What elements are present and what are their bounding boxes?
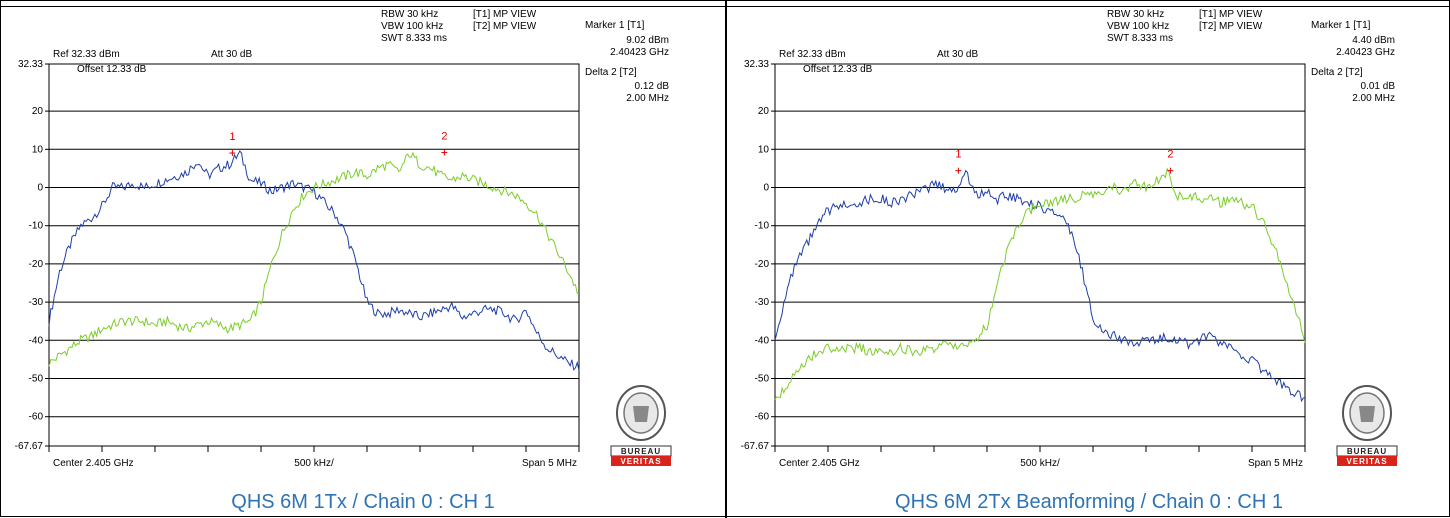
vbw-label: VBW 100 kHz: [381, 21, 443, 32]
attenuation-label: Att 30 dB: [937, 49, 978, 60]
y-tick-label: -60: [29, 412, 44, 423]
swt-label: SWT 8.333 ms: [1107, 33, 1173, 44]
y-tick-label: -60: [755, 412, 770, 423]
x-span-label: Span 5 MHz: [1248, 458, 1303, 469]
panel-divider: [725, 1, 727, 518]
rbw-label: RBW 30 kHz: [1107, 9, 1164, 20]
ref-level-label: Ref 32.33 dBm: [779, 49, 846, 60]
y-tick-label: 20: [32, 106, 44, 117]
y-tick-label: -67.67: [741, 441, 770, 452]
attenuation-label: Att 30 dB: [211, 49, 252, 60]
ref-level-label: Ref 32.33 dBm: [53, 49, 120, 60]
marker-label: 2: [1167, 149, 1173, 161]
delta2-title: Delta 2 [T2]: [1311, 67, 1363, 78]
delta2-level: 0.01 dB: [1361, 81, 1396, 92]
y-tick-label: -50: [755, 374, 770, 385]
delta2-title: Delta 2 [T2]: [585, 67, 637, 78]
marker-label: 2: [441, 131, 447, 143]
y-tick-label: 10: [32, 144, 44, 155]
marker1-level: 9.02 dBm: [626, 35, 669, 46]
delta2-frequency: 2.00 MHz: [626, 93, 669, 104]
marker1-level: 4.40 dBm: [1352, 35, 1395, 46]
trace-1-blue: [48, 150, 580, 371]
logo-band-bottom: [1337, 456, 1397, 466]
marker1-frequency: 2.40423 GHz: [1336, 47, 1395, 58]
seal-shield: [633, 406, 649, 422]
x-division-label: 500 kHz/: [1020, 458, 1060, 469]
marker-label: 1: [229, 131, 235, 143]
t1-mode-label: [T1] MP VIEW: [1199, 9, 1263, 20]
y-tick-label: 32.33: [18, 59, 43, 70]
trace-2-green: [48, 151, 580, 367]
t2-mode-label: [T2] MP VIEW: [1199, 21, 1263, 32]
trace-1-blue: [774, 169, 1306, 403]
vbw-label: VBW 100 kHz: [1107, 21, 1169, 32]
x-center-label: Center 2.405 GHz: [779, 458, 860, 469]
y-tick-label: -30: [755, 297, 770, 308]
x-center-label: Center 2.405 GHz: [53, 458, 134, 469]
offset-label: Offset 12.33 dB: [803, 64, 873, 75]
logo-text-bureau: BUREAU: [621, 447, 661, 456]
right-panel: RBW 30 kHz VBW 100 kHz SWT 8.333 ms [T1] MP…: [727, 8, 1450, 518]
plot-frame: [774, 63, 1306, 447]
y-tick-label: -10: [755, 221, 770, 232]
marker1-frequency: 2.40423 GHz: [610, 47, 669, 58]
rbw-label: RBW 30 kHz: [381, 9, 438, 20]
marker-label: 1: [955, 149, 961, 161]
y-tick-label: 20: [758, 106, 770, 117]
left-panel: RBW 30 kHz VBW 100 kHz SWT 8.333 ms [T1] MP…: [1, 8, 725, 518]
logo-band-bottom: [611, 456, 671, 466]
logo-text-veritas: VERITAS: [620, 457, 661, 466]
y-tick-label: -40: [29, 335, 44, 346]
offset-label: Offset 12.33 dB: [77, 64, 147, 75]
delta2-frequency: 2.00 MHz: [1352, 93, 1395, 104]
marker1-title: Marker 1 [T1]: [585, 20, 645, 31]
marker1-title: Marker 1 [T1]: [1311, 20, 1371, 31]
t1-mode-label: [T1] MP VIEW: [473, 9, 537, 20]
y-tick-label: 10: [758, 144, 770, 155]
y-tick-label: -40: [755, 335, 770, 346]
plot-frame: [48, 63, 580, 447]
y-tick-label: -30: [29, 297, 44, 308]
caption-2tx: QHS 6M 2Tx Beamforming / Chain 0 : CH 1: [895, 491, 1283, 513]
y-tick-label: -20: [29, 259, 44, 270]
y-tick-label: 0: [37, 183, 43, 194]
logo-text-veritas: VERITAS: [1346, 457, 1387, 466]
x-division-label: 500 kHz/: [294, 458, 334, 469]
delta2-level: 0.12 dB: [635, 81, 670, 92]
y-tick-label: -67.67: [15, 441, 44, 452]
seal-shield: [1359, 406, 1375, 422]
t2-mode-label: [T2] MP VIEW: [473, 21, 537, 32]
caption-1tx: QHS 6M 1Tx / Chain 0 : CH 1: [231, 491, 495, 513]
y-tick-label: 0: [763, 183, 769, 194]
x-span-label: Span 5 MHz: [522, 458, 577, 469]
trace-2-green: [774, 167, 1306, 400]
y-tick-label: -50: [29, 374, 44, 385]
y-tick-label: -10: [29, 221, 44, 232]
y-tick-label: 32.33: [744, 59, 769, 70]
logo-text-bureau: BUREAU: [1347, 447, 1387, 456]
y-tick-label: -20: [755, 259, 770, 270]
swt-label: SWT 8.333 ms: [381, 33, 447, 44]
